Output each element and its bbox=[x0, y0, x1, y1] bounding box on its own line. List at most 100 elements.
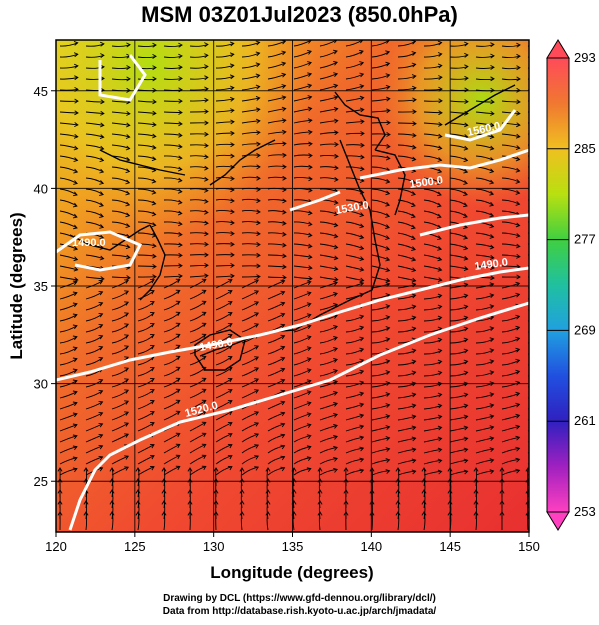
streamline-arrow-177 bbox=[230, 142, 235, 148]
streamline-arrow-110 bbox=[464, 99, 469, 104]
streamline-arrow-472 bbox=[489, 304, 495, 310]
streamline-arrow-724 bbox=[124, 455, 129, 460]
streamline-498 bbox=[163, 323, 181, 333]
streamline-arrow-567 bbox=[489, 359, 495, 365]
streamline-154 bbox=[111, 133, 130, 138]
streamline-arrow-655 bbox=[306, 412, 312, 417]
streamline-680 bbox=[449, 426, 468, 432]
streamline-arrow-668 bbox=[149, 421, 155, 427]
streamline-390 bbox=[319, 265, 338, 270]
streamline-arrow-230 bbox=[125, 179, 131, 185]
streamline-247 bbox=[59, 188, 78, 196]
streamline-373 bbox=[371, 254, 390, 261]
streamline-267 bbox=[85, 199, 104, 207]
streamline-491 bbox=[475, 316, 494, 322]
streamline-214 bbox=[189, 166, 209, 169]
streamline-656 bbox=[319, 413, 338, 421]
streamline-745 bbox=[163, 465, 180, 476]
streamline-arrow-416 bbox=[516, 274, 521, 280]
streamline-arrow-574 bbox=[175, 366, 181, 372]
streamline-arrow-674 bbox=[306, 423, 312, 428]
streamline-arrow-446 bbox=[306, 291, 312, 296]
streamline-690 bbox=[215, 433, 233, 443]
streamline-arrow-435 bbox=[515, 281, 521, 287]
streamline-277 bbox=[345, 199, 364, 205]
streamline-arrow-612 bbox=[175, 388, 181, 394]
streamline-63 bbox=[215, 75, 234, 80]
streamline-arrow-136 bbox=[152, 122, 157, 128]
streamline-arrow-798 bbox=[57, 489, 63, 494]
streamline-460 bbox=[163, 301, 181, 311]
streamline-arrow-204 bbox=[437, 157, 443, 162]
streamline-arrow-686 bbox=[124, 433, 129, 438]
streamline-arrow-25 bbox=[229, 52, 235, 58]
streamline-406 bbox=[241, 276, 261, 278]
streamline-arrow-549 bbox=[515, 347, 521, 353]
streamline-arrow-396 bbox=[490, 265, 495, 271]
streamline-arrow-808 bbox=[317, 489, 323, 494]
streamline-649 bbox=[137, 411, 155, 421]
streamline-arrow-309 bbox=[204, 220, 209, 226]
y-tick-label-35: 35 bbox=[34, 279, 48, 294]
streamline-arrow-614 bbox=[227, 388, 233, 394]
streamline-629 bbox=[111, 400, 129, 410]
streamline-arrow-561 bbox=[333, 358, 338, 363]
streamline-76 bbox=[59, 88, 79, 91]
streamline-341 bbox=[527, 232, 529, 234]
streamline-arrow-753 bbox=[385, 469, 391, 474]
streamline-173 bbox=[111, 144, 130, 150]
colorbar-tick-label-277: 277 bbox=[574, 232, 596, 247]
streamline-arrow-151 bbox=[542, 122, 546, 126]
streamline-arrow-501 bbox=[254, 323, 259, 328]
streamline-arrow-760 bbox=[57, 467, 63, 472]
streamline-arrow-425 bbox=[254, 279, 259, 284]
streamline-445 bbox=[267, 291, 285, 300]
streamline-139 bbox=[215, 121, 235, 124]
streamline-483 bbox=[267, 313, 285, 322]
streamline-arrow-700 bbox=[489, 436, 495, 442]
streamline-195 bbox=[189, 155, 209, 158]
streamline-arrow-817 bbox=[57, 500, 63, 505]
streamline-711 bbox=[267, 445, 285, 454]
streamline-arrow-243 bbox=[463, 180, 468, 185]
streamline-arrow-287 bbox=[125, 212, 131, 218]
streamline-436 bbox=[527, 287, 529, 289]
streamline-494 bbox=[59, 325, 78, 333]
streamline-626 bbox=[527, 397, 529, 399]
streamline-425 bbox=[241, 279, 259, 289]
streamline-arrow-149 bbox=[489, 122, 495, 128]
streamline-arrow-95 bbox=[74, 98, 79, 104]
streamline-arrow-440 bbox=[149, 289, 155, 295]
streamline-135 bbox=[111, 122, 130, 126]
streamline-513 bbox=[59, 336, 78, 344]
streamline-197 bbox=[241, 154, 261, 157]
streamline-674 bbox=[293, 424, 311, 432]
streamline-arrow-410 bbox=[359, 277, 365, 283]
streamline-660 bbox=[423, 415, 442, 421]
streamline-152 bbox=[59, 133, 78, 138]
streamline-arrow-184 bbox=[411, 144, 417, 150]
streamline-482 bbox=[241, 312, 259, 322]
streamline-701 bbox=[501, 436, 520, 443]
streamline-arrow-161 bbox=[308, 129, 313, 135]
streamline-arrow-641 bbox=[437, 403, 443, 409]
streamline-arrow-51 bbox=[411, 62, 417, 68]
streamline-543 bbox=[345, 348, 364, 355]
streamline-arrow-658 bbox=[385, 414, 391, 419]
streamline-658 bbox=[371, 415, 390, 421]
streamline-arrow-277 bbox=[359, 200, 365, 206]
streamline-arrow-837 bbox=[83, 511, 89, 516]
streamline-arrow-297 bbox=[385, 213, 391, 218]
streamline-arrow-429 bbox=[359, 281, 365, 287]
streamline-70 bbox=[397, 75, 416, 80]
streamline-375 bbox=[423, 254, 442, 261]
streamline-697 bbox=[397, 437, 416, 443]
y-tick-label-45: 45 bbox=[34, 84, 48, 99]
streamline-161 bbox=[293, 131, 312, 135]
streamline-arrow-45 bbox=[255, 62, 261, 68]
streamline-555 bbox=[163, 356, 181, 366]
streamline-arrow-516 bbox=[149, 333, 155, 339]
streamline-613 bbox=[189, 389, 207, 399]
streamline-90 bbox=[423, 88, 443, 91]
streamline-arrow-679 bbox=[437, 425, 443, 431]
